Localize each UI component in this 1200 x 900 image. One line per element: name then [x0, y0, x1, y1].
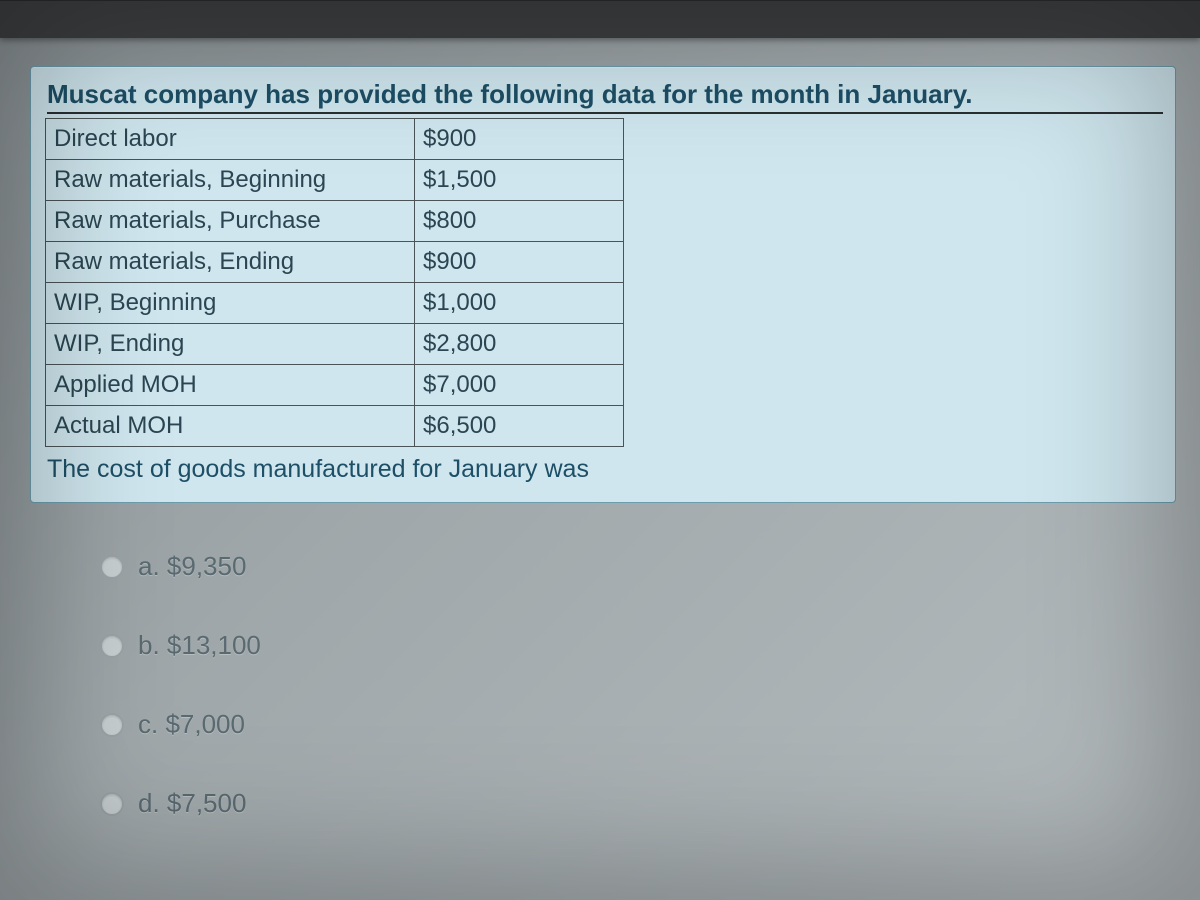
row-label: WIP, Ending	[46, 324, 415, 365]
table-row: Direct labor $900	[46, 119, 624, 160]
option-d[interactable]: d. $7,500	[100, 788, 1182, 819]
table-row: WIP, Ending $2,800	[46, 324, 624, 365]
row-value: $2,800	[415, 324, 624, 365]
row-label: Direct labor	[46, 119, 415, 160]
table-row: WIP, Beginning $1,000	[46, 283, 624, 324]
row-value: $6,500	[415, 406, 624, 447]
row-value: $1,500	[415, 160, 624, 201]
radio-icon	[100, 634, 124, 658]
radio-icon	[100, 555, 124, 579]
window-titlebar	[0, 0, 1200, 38]
radio-icon	[100, 713, 124, 737]
row-value: $900	[415, 119, 624, 160]
row-label: Applied MOH	[46, 365, 415, 406]
row-label: Actual MOH	[46, 406, 415, 447]
option-label: b. $13,100	[138, 630, 261, 661]
answer-options: a. $9,350 b. $13,100 c. $7,000 d. $7,500	[100, 551, 1182, 819]
row-value: $900	[415, 242, 624, 283]
radio-icon	[100, 792, 124, 816]
option-a[interactable]: a. $9,350	[100, 551, 1182, 582]
row-label: Raw materials, Beginning	[46, 160, 415, 201]
row-label: WIP, Beginning	[46, 283, 415, 324]
option-c[interactable]: c. $7,000	[100, 709, 1182, 740]
row-label: Raw materials, Ending	[46, 242, 415, 283]
row-value: $800	[415, 201, 624, 242]
table-row: Applied MOH $7,000	[46, 365, 624, 406]
data-table: Direct labor $900 Raw materials, Beginni…	[45, 118, 624, 447]
option-label: a. $9,350	[138, 551, 246, 582]
row-value: $7,000	[415, 365, 624, 406]
option-label: d. $7,500	[138, 788, 246, 819]
option-label: c. $7,000	[138, 709, 245, 740]
page-body: Muscat company has provided the followin…	[0, 38, 1200, 900]
table-row: Raw materials, Ending $900	[46, 242, 624, 283]
row-value: $1,000	[415, 283, 624, 324]
row-label: Raw materials, Purchase	[46, 201, 415, 242]
table-row: Actual MOH $6,500	[46, 406, 624, 447]
option-b[interactable]: b. $13,100	[100, 630, 1182, 661]
question-card: Muscat company has provided the followin…	[30, 66, 1176, 503]
question-title: Muscat company has provided the followin…	[47, 79, 1163, 114]
table-row: Raw materials, Beginning $1,500	[46, 160, 624, 201]
table-row: Raw materials, Purchase $800	[46, 201, 624, 242]
question-footer: The cost of goods manufactured for Janua…	[47, 455, 1163, 484]
